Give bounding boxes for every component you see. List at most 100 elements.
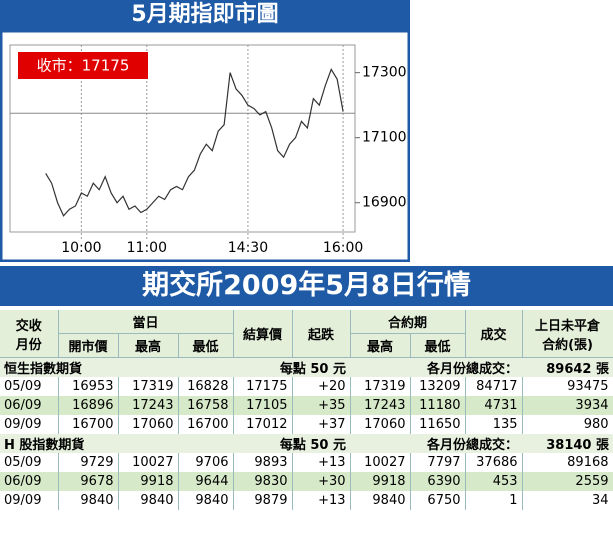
table-cell: 17060 (350, 415, 411, 434)
close-label: 收市：17175 (37, 57, 130, 75)
table-cell: 16700 (178, 415, 234, 434)
table-row: 05/09 9729 10027 9706 9893 +13 10027 7797 37686 8… (0, 453, 613, 472)
header-line: 交收 (15, 318, 42, 334)
table-cell: 34 (522, 491, 613, 510)
table-cell: 3934 (522, 396, 613, 415)
section-name: 恒生指數期貨 (0, 357, 233, 377)
table-cell: 4731 (465, 396, 523, 415)
header-cell: 開市價 (58, 333, 119, 358)
table-cell: 17243 (350, 396, 411, 415)
price-line (45, 68, 344, 217)
chart-title: 5月期指即市圖 (0, 0, 410, 30)
table-cell: 17319 (118, 377, 179, 396)
table-cell: 93475 (522, 377, 613, 396)
section-total: 38140 張 (522, 434, 613, 453)
table-cell: 17243 (118, 396, 179, 415)
header-line: 上日未平倉 (535, 318, 601, 334)
close-label-box (18, 52, 148, 79)
table-cell: 09/09 (0, 491, 59, 510)
header-cell: 最高 (350, 333, 411, 358)
header-cell: 合約期 (350, 310, 466, 334)
section-total: 89642 張 (522, 357, 613, 377)
table-cell: 6750 (410, 491, 466, 510)
header-cell: 當日 (58, 310, 234, 334)
table-cell: 17060 (118, 415, 179, 434)
table-cell: 06/09 (0, 472, 59, 491)
table-row: 05/09 16953 17319 16828 17175 +20 17319 13209 84… (0, 377, 613, 396)
header-cell: 起跌 (292, 310, 351, 358)
y-tick-label: 17100 (362, 130, 407, 146)
y-tick-label: 17300 (362, 65, 407, 81)
table-cell: 453 (465, 472, 523, 491)
table-cell: 10027 (350, 453, 411, 472)
table-title: 期交所2009年5月8日行情 (0, 266, 613, 306)
table-cell: 13209 (410, 377, 466, 396)
table-cell: 6390 (410, 472, 466, 491)
header-line: 月份 (15, 337, 42, 353)
table-cell: 9706 (178, 453, 234, 472)
x-tick-label: 16:00 (323, 240, 363, 256)
section-total-label: 各月份總成交： (350, 357, 523, 377)
table-row: H 股指數期貨 每點 50 元各月份總成交： 38140 張 (0, 434, 613, 453)
table-cell: 16953 (58, 377, 119, 396)
header-cell: 最低 (178, 333, 234, 358)
table-cell: 9918 (350, 472, 411, 491)
table-cell: +35 (292, 396, 351, 415)
table-row: 開市價 最高 最低 最高 最低 (0, 333, 613, 358)
chart: 16900 17100 17300 10:00 11:00 14:30 16:00 收市：17… (0, 30, 410, 262)
table-cell: 9729 (58, 453, 119, 472)
x-tick-label: 11:00 (127, 240, 167, 256)
section-unit: 每點 50 元 (233, 434, 350, 453)
table-cell: 17319 (350, 377, 411, 396)
y-tick-label: 16900 (362, 195, 407, 211)
header-cell: 成交 (465, 310, 523, 358)
table-cell: 135 (465, 415, 523, 434)
header-cell: 交收 月份 (0, 310, 59, 358)
table-cell: 06/09 (0, 396, 59, 415)
table-row: 09/09 16700 17060 16700 17012 +37 17060 11650 13… (0, 415, 613, 434)
table-cell: +13 (292, 453, 351, 472)
table-cell: +13 (292, 491, 351, 510)
table-cell: 05/09 (0, 377, 59, 396)
table-cell: 9840 (350, 491, 411, 510)
table-cell: 11650 (410, 415, 466, 434)
table-cell: 09/09 (0, 415, 59, 434)
table-cell: 9879 (233, 491, 293, 510)
table-cell: 9644 (178, 472, 234, 491)
table-cell: 17105 (233, 396, 293, 415)
table-cell: +20 (292, 377, 351, 396)
table-row: 06/09 16896 17243 16758 17105 +35 17243 11180 47… (0, 396, 613, 415)
table-cell: 1 (465, 491, 523, 510)
table-cell: 11180 (410, 396, 466, 415)
table-cell: 16700 (58, 415, 119, 434)
header-cell: 結算價 (233, 310, 293, 358)
table-row: 06/09 9678 9918 9644 9830 +30 9918 6390 453 2559 (0, 472, 613, 491)
table-cell: 16828 (178, 377, 234, 396)
table-cell: 05/09 (0, 453, 59, 472)
table-cell: 16758 (178, 396, 234, 415)
table-cell: 84717 (465, 377, 523, 396)
table-row: 交收月份 當日 結算價 起跌 合約期 成交 上日未平倉合約(張) (0, 310, 613, 358)
section-unit: 每點 50 元 (233, 357, 350, 377)
table-cell: 89168 (522, 453, 613, 472)
table-cell: 9678 (58, 472, 119, 491)
table-cell: 9840 (118, 491, 179, 510)
header-line: 合約(張) (542, 337, 593, 353)
table-cell: 7797 (410, 453, 466, 472)
quote-table: 交收 月份 當日 結算價 起跌 合約期 成交 上日未平倉 合約(張) 開市價 最高 最低 最高 最低 恒生指… (0, 310, 613, 510)
table-cell: 980 (522, 415, 613, 434)
table-row: 恒生指數期貨 每點 50 元各月份總成交： 89642 張 (0, 357, 613, 377)
table-cell: +30 (292, 472, 351, 491)
section-total-label: 各月份總成交： (350, 434, 523, 453)
table-cell: 17175 (233, 377, 293, 396)
table-row: 09/09 9840 9840 9840 9879 +13 9840 6750 1 34 (0, 491, 613, 510)
table-cell: 37686 (465, 453, 523, 472)
table-cell: 16896 (58, 396, 119, 415)
table-cell: 9840 (58, 491, 119, 510)
table-cell: 9830 (233, 472, 293, 491)
header-cell: 最高 (118, 333, 179, 358)
x-tick-label: 14:30 (228, 240, 268, 256)
x-tick-label: 10:00 (61, 240, 101, 256)
table-cell: 10027 (118, 453, 179, 472)
header-cell: 最低 (410, 333, 466, 358)
